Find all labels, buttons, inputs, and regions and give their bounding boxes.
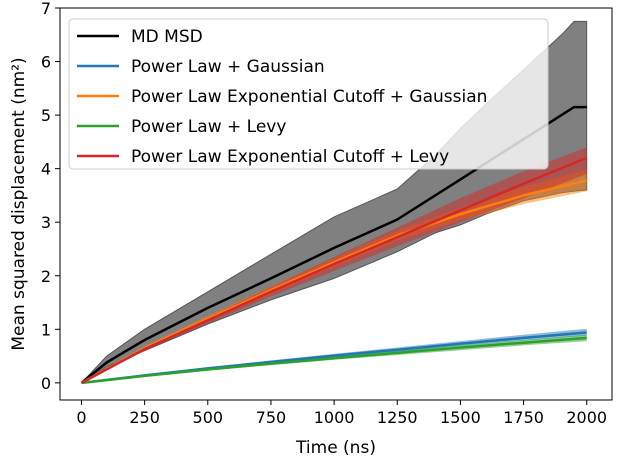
band-0 — [81, 20, 588, 384]
y-tick-label: 4 — [41, 160, 51, 179]
x-tick-label: 500 — [193, 408, 224, 427]
legend-entry: Power Law + Levy — [131, 117, 286, 137]
series-line-2 — [80, 179, 587, 384]
plot-frame — [59, 7, 613, 401]
x-tick-label: 2000 — [566, 408, 607, 427]
x-tick-label: 0 — [76, 408, 86, 427]
x-tick-label: 250 — [129, 408, 160, 427]
y-tick-label: 7 — [41, 0, 51, 18]
y-tick-label: 5 — [41, 106, 51, 125]
legend-entry: Power Law Exponential Cutoff + Gaussian — [131, 87, 487, 107]
legend-entry: MD MSD — [131, 27, 203, 47]
series-line-0 — [80, 105, 587, 384]
legend-box — [68, 18, 549, 170]
y-tick-label: 2 — [41, 267, 51, 286]
x-tick-label: 750 — [256, 408, 287, 427]
series-line-4 — [80, 156, 588, 385]
x-axis: 0 250 500 750 1000 1250 1500 1750 2000 — [76, 400, 607, 427]
x-tick-label: 1250 — [377, 408, 418, 427]
series-lines — [80, 105, 588, 385]
y-tick-label: 1 — [41, 320, 51, 339]
legend: MD MSD Power Law + Gaussian Power Law Expo… — [68, 18, 549, 170]
x-tick-label: 1000 — [314, 408, 355, 427]
legend-entry: Power Law Exponential Cutoff + Levy — [131, 147, 449, 167]
x-tick-label: 1500 — [440, 408, 481, 427]
y-tick-label: 0 — [41, 374, 51, 393]
y-axis-label: Mean squared displacement (nm²) — [9, 57, 29, 350]
y-tick-label: 3 — [41, 213, 51, 232]
y-tick-label: 6 — [41, 53, 51, 72]
y-axis: 0 1 2 3 4 5 6 7 — [41, 0, 60, 393]
legend-entry: Power Law + Gaussian — [131, 57, 325, 77]
series-line-3 — [81, 336, 587, 385]
x-tick-label: 1750 — [503, 408, 544, 427]
x-axis-label: Time (ns) — [295, 438, 376, 458]
